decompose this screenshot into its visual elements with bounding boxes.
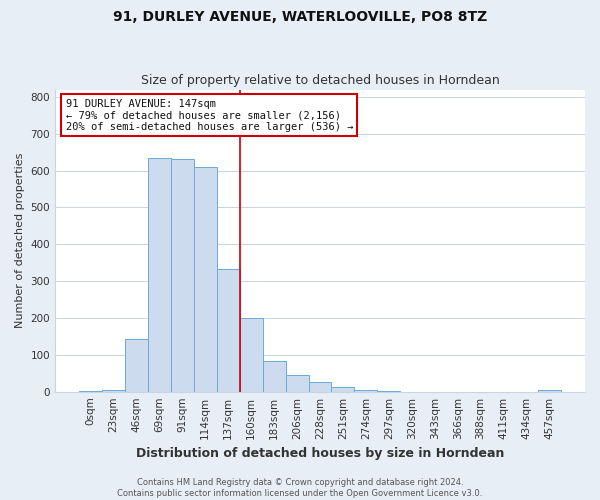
X-axis label: Distribution of detached houses by size in Horndean: Distribution of detached houses by size … [136,447,504,460]
Bar [331,388,355,392]
Bar [538,390,561,392]
Bar [377,391,400,392]
Bar [171,159,194,392]
Bar [263,361,286,392]
Bar [102,390,125,392]
Bar [355,390,377,392]
Bar [217,270,240,392]
Bar [125,339,148,392]
Bar [308,382,331,392]
Text: Contains HM Land Registry data © Crown copyright and database right 2024.
Contai: Contains HM Land Registry data © Crown c… [118,478,482,498]
Text: 91 DURLEY AVENUE: 147sqm
← 79% of detached houses are smaller (2,156)
20% of sem: 91 DURLEY AVENUE: 147sqm ← 79% of detach… [65,98,353,132]
Bar [194,167,217,392]
Text: 91, DURLEY AVENUE, WATERLOOVILLE, PO8 8TZ: 91, DURLEY AVENUE, WATERLOOVILLE, PO8 8T… [113,10,487,24]
Bar [286,375,308,392]
Title: Size of property relative to detached houses in Horndean: Size of property relative to detached ho… [140,74,499,87]
Bar [79,390,102,392]
Y-axis label: Number of detached properties: Number of detached properties [15,153,25,328]
Bar [240,318,263,392]
Bar [148,158,171,392]
